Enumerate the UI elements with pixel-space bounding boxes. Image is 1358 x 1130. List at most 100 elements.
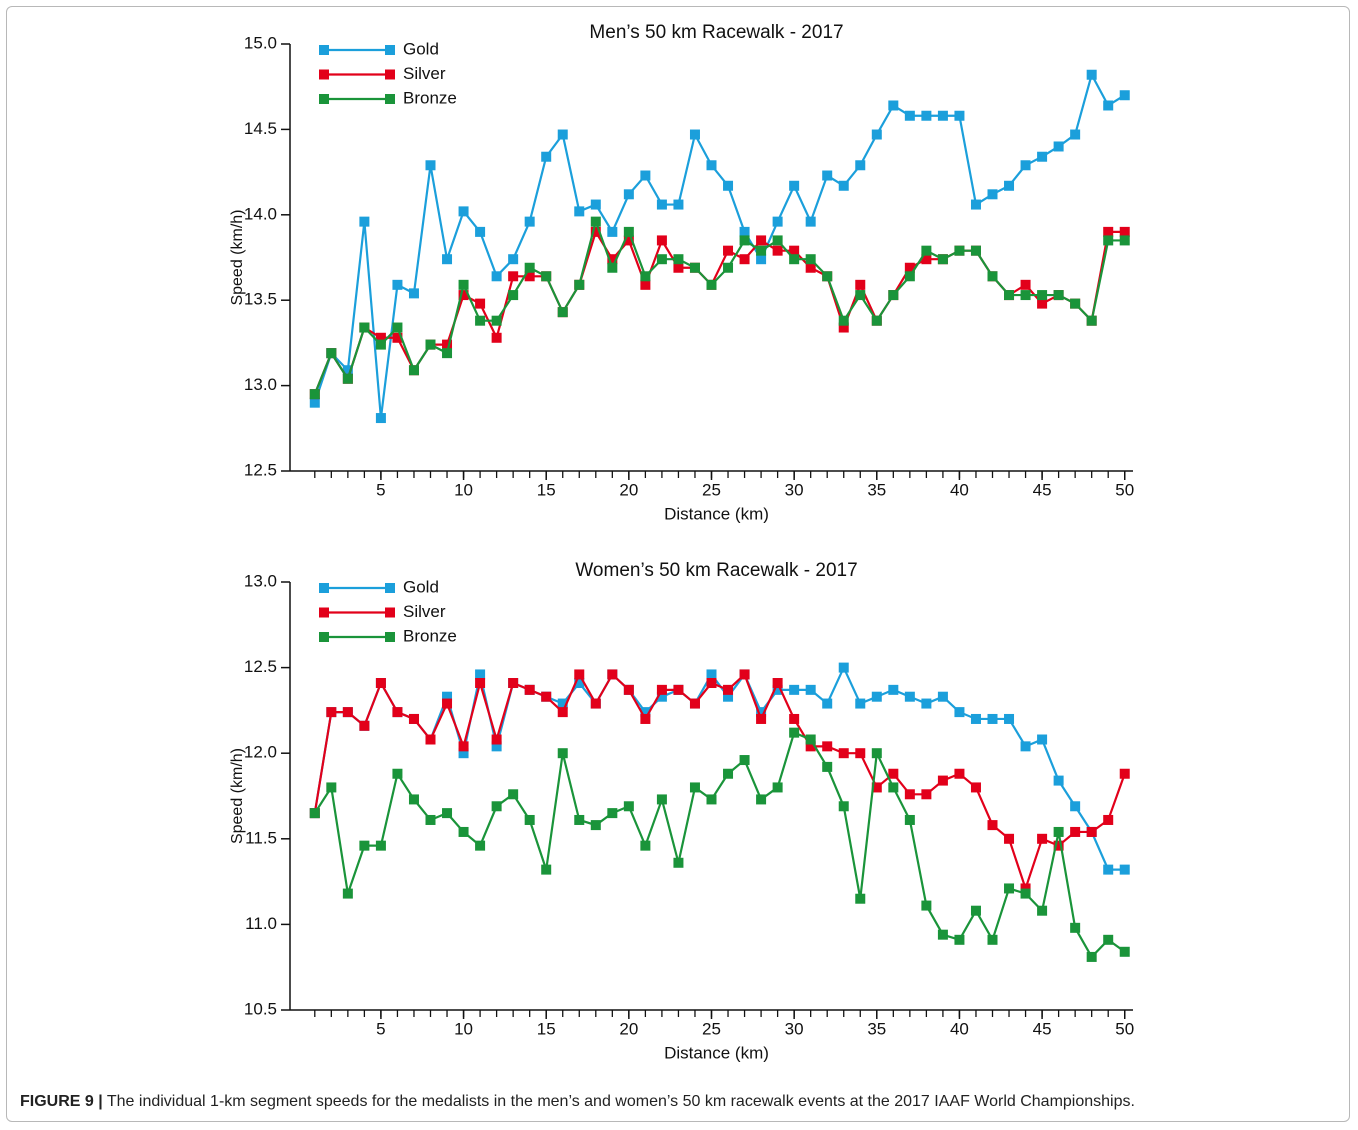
point-marker (607, 808, 618, 819)
point-marker (342, 888, 353, 899)
point-marker (756, 713, 767, 724)
point-marker (871, 748, 882, 759)
point-marker (723, 262, 734, 273)
point-marker (442, 339, 453, 350)
point-marker (756, 235, 767, 246)
point-marker (689, 129, 700, 140)
point-marker (574, 669, 585, 680)
point-marker (1119, 235, 1130, 246)
figure: 12.5 13.0 13.5 14.0 14.5 15.0 5 10 15 20 25 30 35 40 4… (229, 22, 1134, 1062)
point-marker (1103, 814, 1114, 825)
point-marker (1119, 864, 1130, 875)
point-marker (904, 814, 915, 825)
point-marker (541, 151, 552, 162)
point-marker (673, 857, 684, 868)
point-marker (342, 373, 353, 384)
point-marker (640, 279, 651, 290)
point-marker (491, 741, 502, 752)
x-tick-label: 5 (376, 480, 385, 499)
point-marker (656, 199, 667, 210)
point-marker (1086, 826, 1097, 837)
point-marker (1020, 741, 1031, 752)
legend-marker (385, 69, 395, 80)
point-marker (1119, 90, 1130, 101)
point-marker (805, 741, 816, 752)
x-tick-label: 15 (537, 1019, 556, 1038)
legend-marker (385, 632, 395, 642)
point-marker (1020, 290, 1031, 301)
point-marker (1086, 951, 1097, 962)
point-marker (789, 245, 800, 256)
point-marker (508, 254, 519, 265)
point-marker (442, 808, 453, 819)
point-marker (987, 271, 998, 282)
y-tick-label: 11.5 (245, 828, 277, 847)
point-marker (904, 789, 915, 800)
point-marker (475, 226, 486, 237)
point-marker (673, 199, 684, 210)
point-marker (1086, 315, 1097, 326)
point-marker (756, 254, 767, 265)
y-tick-label: 11.0 (245, 914, 277, 933)
point-marker (408, 713, 419, 724)
point-marker (408, 365, 419, 376)
legend-marker (319, 583, 329, 593)
point-marker (557, 129, 568, 140)
point-marker (838, 322, 849, 333)
point-marker (524, 814, 535, 825)
point-marker (1053, 290, 1064, 301)
series-line (313, 671, 1126, 892)
point-marker (888, 768, 899, 779)
x-axis-label: Distance (km) (664, 1043, 769, 1062)
point-marker (442, 691, 453, 702)
point-marker (1020, 279, 1031, 290)
x-tick-label: 15 (537, 480, 556, 499)
point-marker (1037, 905, 1048, 916)
point-marker (805, 216, 816, 227)
point-marker (970, 199, 981, 210)
point-marker (1004, 290, 1015, 301)
point-marker (987, 820, 998, 831)
point-marker (673, 684, 684, 695)
point-marker (937, 254, 948, 265)
point-marker (739, 669, 750, 680)
point-marker (987, 934, 998, 945)
point-marker (822, 271, 833, 282)
point-marker (1020, 160, 1031, 171)
chart-title: Women’s 50 km Racewalk - 2017 (575, 560, 857, 581)
x-tick-label: 50 (1115, 1019, 1134, 1038)
point-marker (1103, 864, 1114, 875)
point-marker (640, 713, 651, 724)
point-marker (342, 707, 353, 718)
point-marker (1004, 180, 1015, 191)
point-marker (772, 684, 783, 695)
legend-label: Silver (403, 602, 446, 621)
point-marker (590, 226, 601, 237)
series-line (313, 217, 1125, 395)
point-marker (425, 814, 436, 825)
point-marker (623, 684, 634, 695)
legend-marker (319, 45, 329, 55)
series-line (313, 71, 1126, 419)
y-tick-label: 14.5 (244, 119, 277, 138)
point-marker (1004, 833, 1015, 844)
point-marker (425, 339, 436, 350)
point-marker (557, 748, 568, 759)
legend-marker (385, 45, 395, 55)
y-tick-label: 14.0 (244, 204, 277, 223)
point-marker (590, 820, 601, 831)
y-tick-label: 12.0 (244, 743, 277, 762)
point-marker (689, 698, 700, 709)
point-marker (954, 707, 965, 718)
point-marker (772, 782, 783, 793)
point-marker (623, 189, 634, 200)
point-marker (921, 789, 932, 800)
point-marker (359, 840, 370, 851)
point-marker (954, 110, 965, 121)
point-marker (756, 707, 767, 718)
point-marker (855, 279, 866, 290)
point-marker (408, 288, 419, 299)
point-marker (723, 245, 734, 256)
point-marker (805, 734, 816, 745)
point-marker (739, 254, 750, 265)
